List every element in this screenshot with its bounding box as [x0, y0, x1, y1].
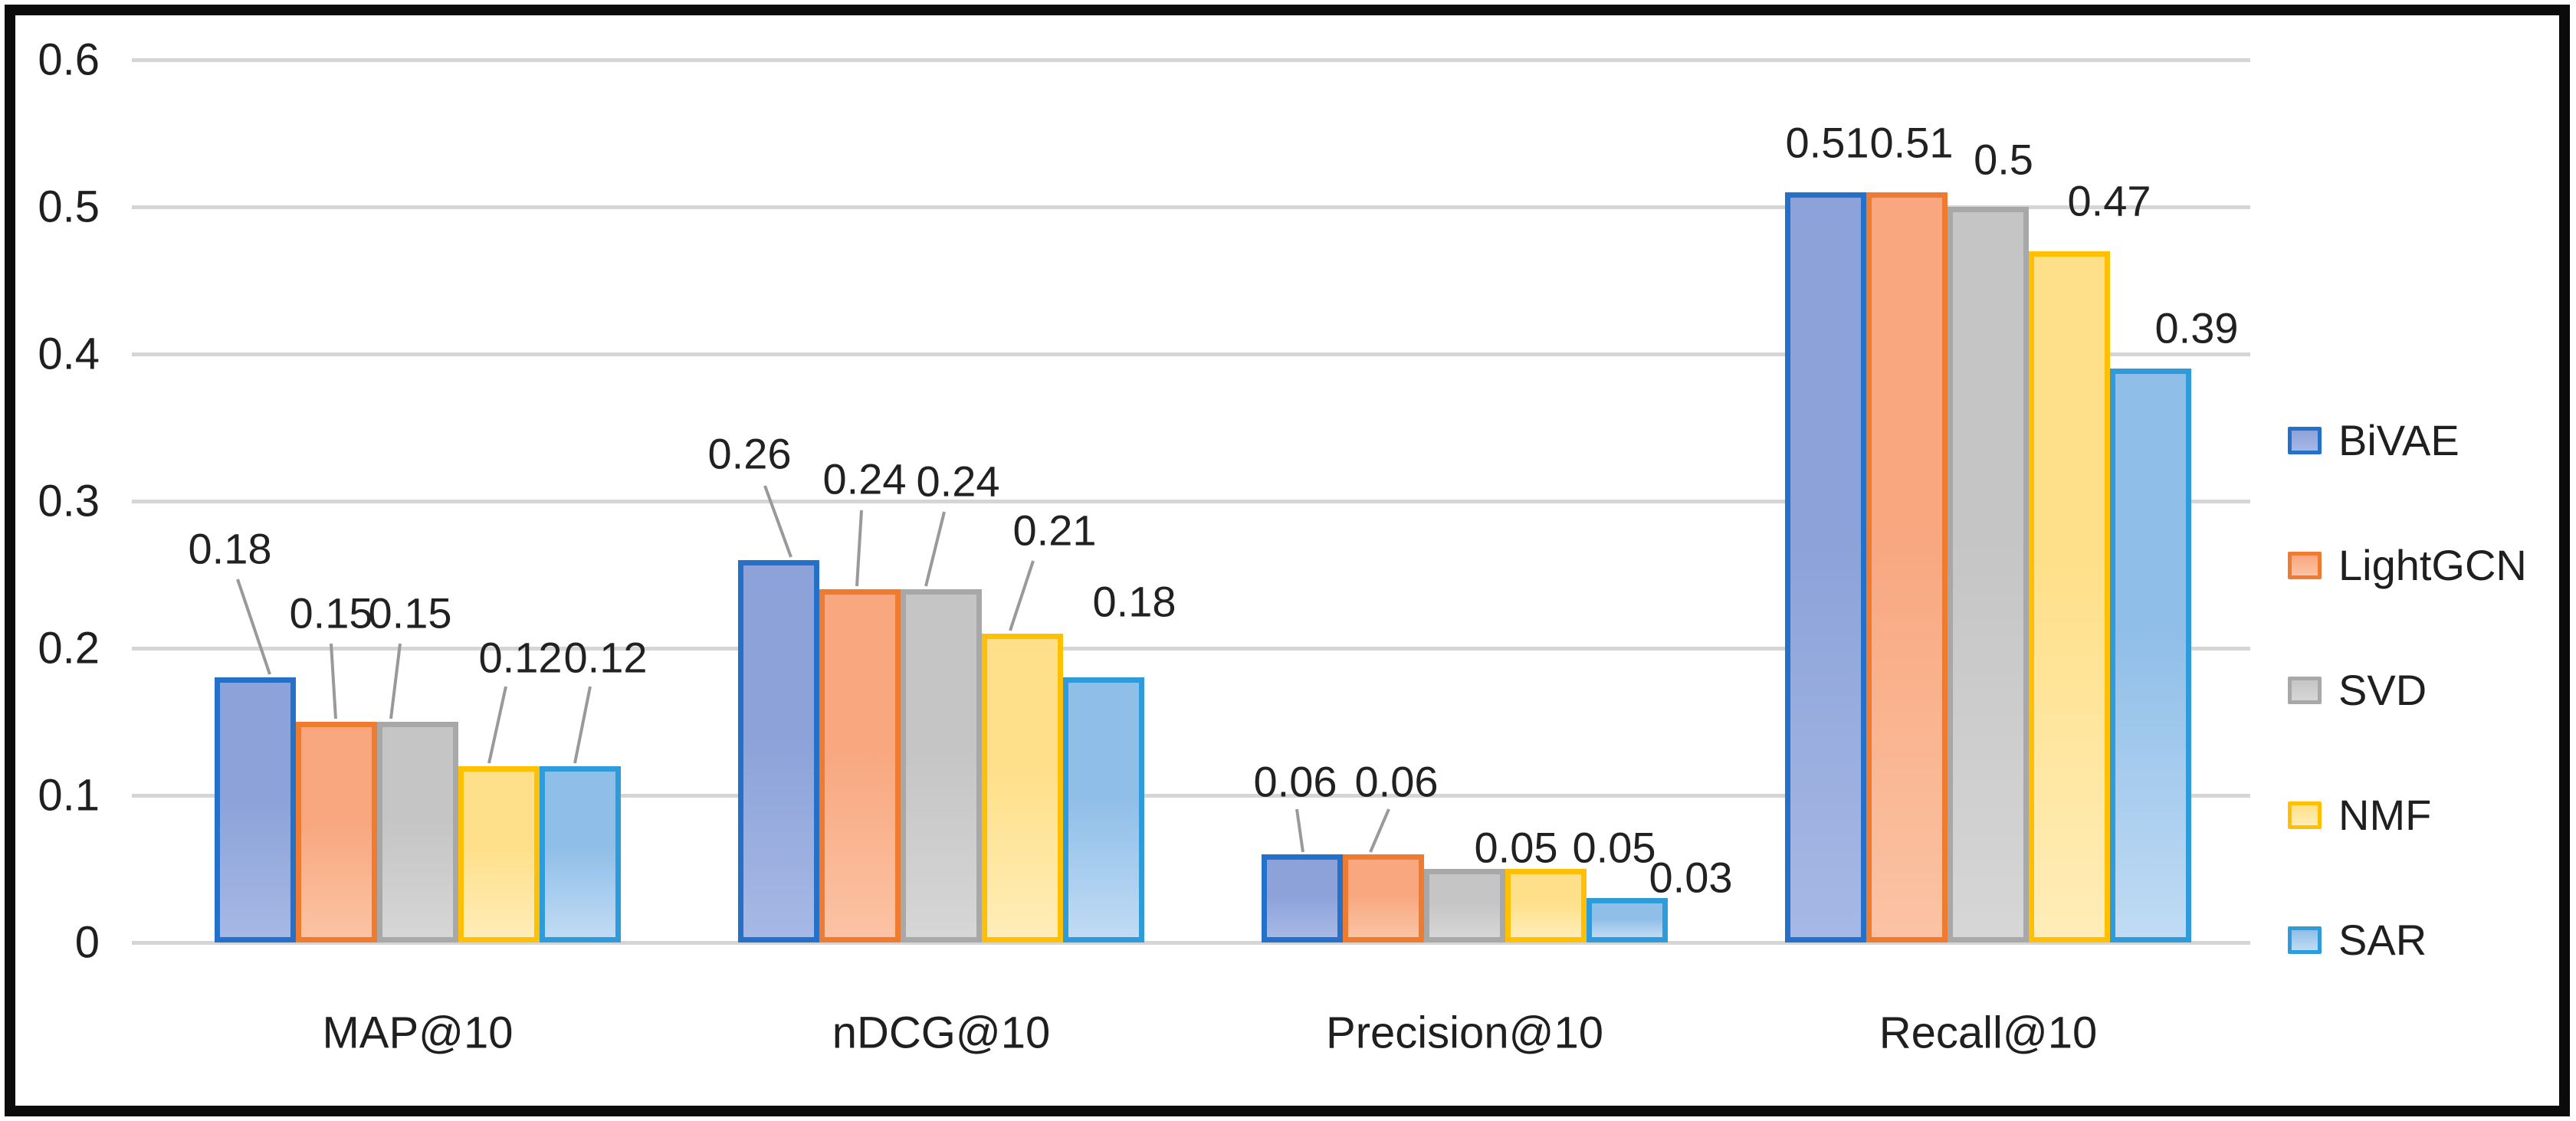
y-axis-tick-label: 0	[74, 917, 100, 968]
value-label-sar-map@10: 0.12	[563, 633, 648, 682]
x-axis-category-label: nDCG@10	[832, 1008, 1051, 1058]
value-label-bivae-map@10: 0.18	[188, 524, 272, 573]
gridline-0.6	[132, 58, 2250, 62]
y-axis-tick-label: 0.3	[38, 476, 100, 526]
legend-label-lightgcn: LightGCN	[2338, 541, 2527, 589]
y-axis-tick-label: 0.2	[38, 623, 100, 674]
legend-item-bivae: BiVAE	[2288, 415, 2460, 465]
legend-label-bivae: BiVAE	[2338, 416, 2460, 464]
value-label-sar-precision@10: 0.03	[1649, 853, 1733, 902]
bar-bivae-precision@10	[1262, 854, 1343, 942]
y-axis-tick-label: 0.6	[38, 34, 100, 85]
gridline-0.5	[132, 205, 2250, 209]
chart-frame	[5, 5, 2570, 1116]
value-label-svd-ndcg@10: 0.24	[916, 457, 1000, 506]
value-label-nmf-recall@10: 0.47	[2067, 176, 2151, 225]
y-axis-tick-label: 0.4	[38, 329, 100, 379]
value-label-bivae-recall@10: 0.51	[1785, 118, 1869, 167]
bar-nmf-map@10	[458, 765, 540, 942]
x-axis-category-label: Precision@10	[1326, 1008, 1603, 1058]
gridline-0	[132, 941, 2250, 945]
bar-svd-precision@10	[1424, 869, 1505, 942]
value-label-bivae-precision@10: 0.06	[1253, 757, 1337, 806]
bar-bivae-ndcg@10	[738, 559, 819, 942]
value-label-nmf-ndcg@10: 0.21	[1012, 506, 1097, 555]
value-label-svd-recall@10: 0.5	[1974, 135, 2033, 184]
bar-sar-map@10	[540, 765, 621, 942]
legend-swatch-lightgcn	[2288, 551, 2322, 579]
bar-svd-ndcg@10	[901, 589, 982, 942]
bar-lightgcn-ndcg@10	[819, 589, 901, 942]
legend-label-svd: SVD	[2338, 666, 2427, 714]
legend-item-svd: SVD	[2288, 665, 2427, 715]
gridline-0.3	[132, 500, 2250, 503]
bar-lightgcn-precision@10	[1343, 854, 1424, 942]
value-label-sar-recall@10: 0.39	[2154, 303, 2239, 352]
gridline-0.1	[132, 794, 2250, 798]
bar-sar-ndcg@10	[1063, 677, 1144, 942]
bar-nmf-ndcg@10	[982, 633, 1063, 942]
bar-sar-recall@10	[2110, 369, 2191, 942]
legend-item-nmf: NMF	[2288, 790, 2431, 840]
legend-label-sar: SAR	[2338, 916, 2427, 964]
y-axis-tick-label: 0.1	[38, 770, 100, 821]
legend-swatch-bivae	[2288, 426, 2322, 454]
value-label-lightgcn-map@10: 0.15	[289, 588, 373, 638]
legend-label-nmf: NMF	[2338, 791, 2432, 839]
value-label-lightgcn-ndcg@10: 0.24	[822, 454, 907, 503]
legend-item-lightgcn: LightGCN	[2288, 540, 2527, 590]
bar-nmf-precision@10	[1505, 869, 1587, 942]
legend-swatch-sar	[2288, 926, 2322, 954]
legend-item-sar: SAR	[2288, 915, 2427, 965]
bar-lightgcn-map@10	[296, 722, 377, 942]
value-label-svd-precision@10: 0.05	[1474, 823, 1558, 872]
bar-sar-precision@10	[1587, 898, 1668, 942]
gridline-0.2	[132, 647, 2250, 651]
value-label-lightgcn-recall@10: 0.51	[1869, 118, 1954, 167]
value-label-svd-map@10: 0.15	[368, 588, 452, 638]
bar-nmf-recall@10	[2029, 251, 2110, 942]
value-label-nmf-map@10: 0.12	[478, 633, 563, 682]
legend-swatch-svd	[2288, 676, 2322, 704]
x-axis-category-label: MAP@10	[322, 1008, 514, 1058]
value-label-lightgcn-precision@10: 0.06	[1354, 757, 1439, 806]
value-label-sar-ndcg@10: 0.18	[1092, 577, 1176, 626]
bar-svd-recall@10	[1948, 207, 2029, 942]
bar-svd-map@10	[377, 722, 458, 942]
bar-bivae-map@10	[215, 677, 296, 942]
bar-lightgcn-recall@10	[1866, 192, 1948, 942]
y-axis-tick-label: 0.5	[38, 182, 100, 232]
bar-bivae-recall@10	[1785, 192, 1866, 942]
value-label-bivae-ndcg@10: 0.26	[707, 429, 792, 478]
legend-swatch-nmf	[2288, 801, 2322, 829]
gridline-0.4	[132, 352, 2250, 356]
value-label-nmf-precision@10: 0.05	[1572, 823, 1656, 872]
x-axis-category-label: Recall@10	[1879, 1008, 2098, 1058]
